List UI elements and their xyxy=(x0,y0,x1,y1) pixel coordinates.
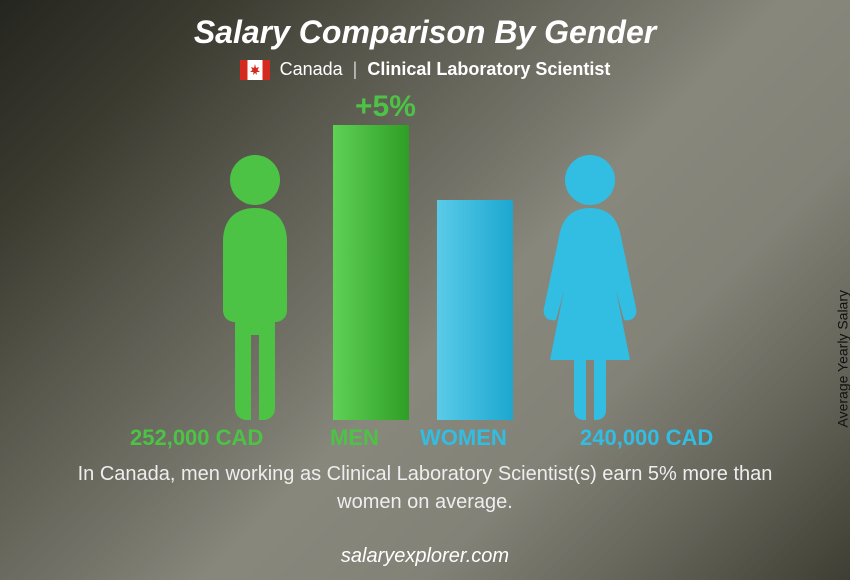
men-bar xyxy=(333,125,409,420)
page-title: Salary Comparison By Gender xyxy=(0,14,850,51)
description-text: In Canada, men working as Clinical Labor… xyxy=(60,460,790,516)
men-icon xyxy=(195,150,315,420)
country-label: Canada xyxy=(280,59,343,80)
women-salary-value: 240,000 CAD xyxy=(580,425,713,451)
footer-source: salaryexplorer.com xyxy=(0,545,850,568)
women-label: WOMEN xyxy=(420,425,507,451)
women-icon xyxy=(530,150,650,420)
subtitle-row: Canada | Clinical Laboratory Scientist xyxy=(0,59,850,80)
men-label: MEN xyxy=(330,425,379,451)
percent-diff-label: +5% xyxy=(355,90,416,124)
women-bar xyxy=(437,200,513,420)
y-axis-label: Average Yearly Salary xyxy=(834,290,850,428)
job-title-label: Clinical Laboratory Scientist xyxy=(367,59,610,80)
separator: | xyxy=(353,59,358,80)
men-salary-value: 252,000 CAD xyxy=(130,425,263,451)
canada-flag-icon xyxy=(240,60,270,80)
chart-area xyxy=(0,125,850,420)
infographic: Salary Comparison By Gender Canada | Cli… xyxy=(0,0,850,580)
